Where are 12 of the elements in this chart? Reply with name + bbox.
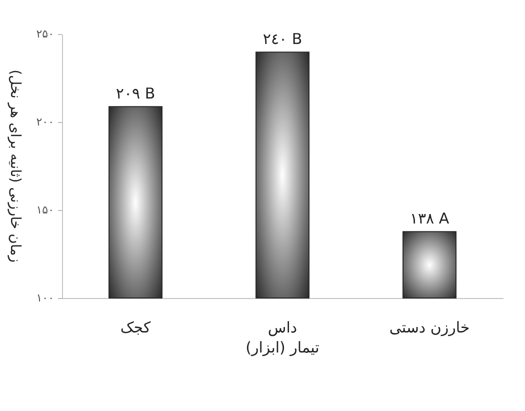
data-label: ۲۰۹ B [116,84,156,103]
x-tick-label: کجک [120,318,152,336]
y-tick-label: ۱۵۰ [36,204,54,216]
x-axis-title: تیمار (ابزار) [246,338,320,356]
data-label: ۱۳۸ A [410,210,450,228]
x-tick-label: خارزن دستی [389,318,470,336]
y-axis-title: زمان خارزنی (ثانیه برای هر نخل) [7,70,23,262]
y-tick-label: ۲۵۰ [36,28,54,40]
x-tick-label: داس [268,318,298,336]
data-label: ۲٤۰ B [262,30,302,48]
y-tick-label: ۲۰۰ [36,116,54,128]
y-tick-label: ۱۰۰ [36,292,54,304]
